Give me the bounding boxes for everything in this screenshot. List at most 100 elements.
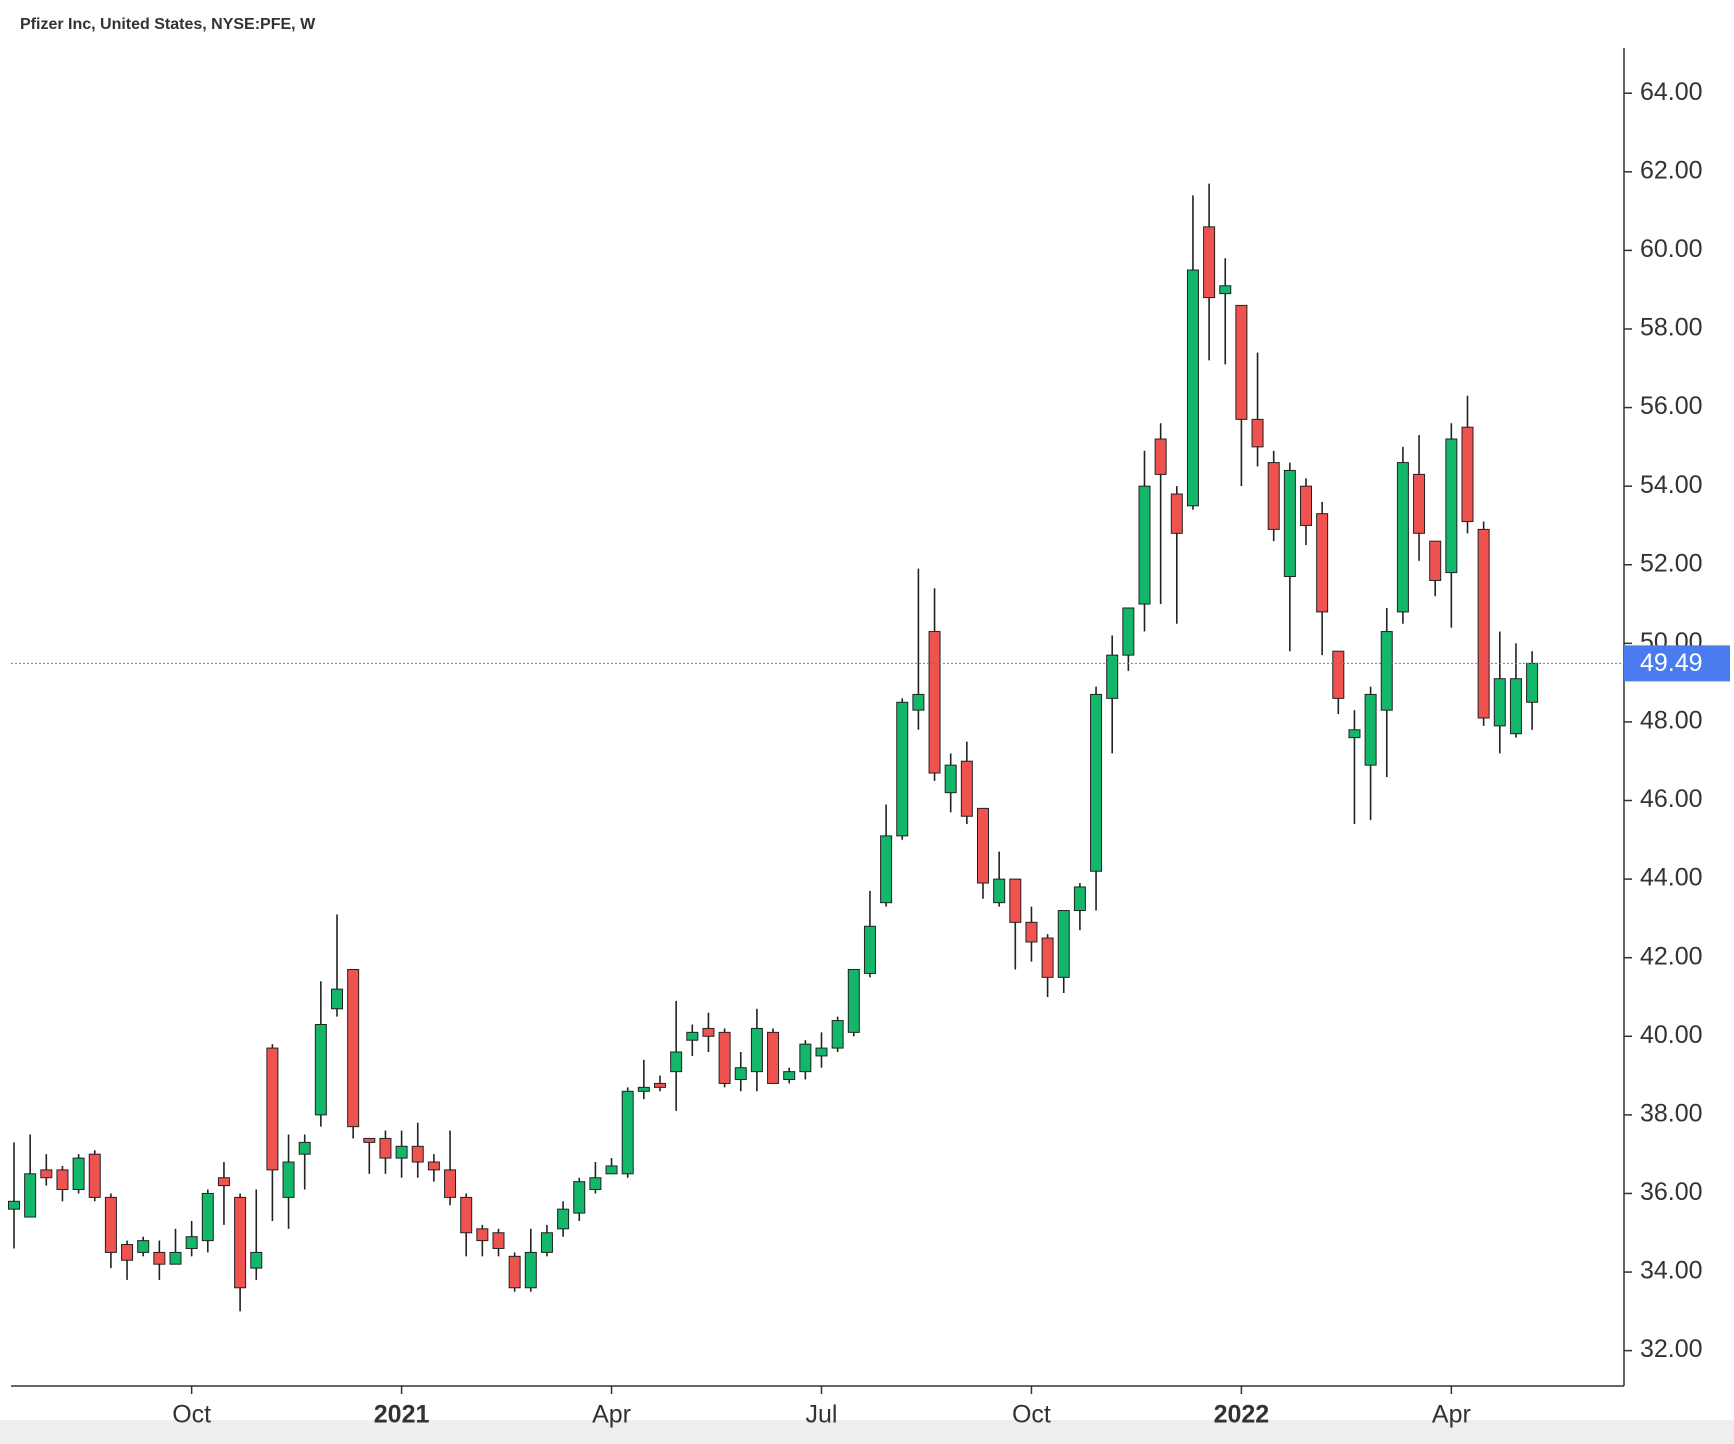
candle-body [40, 1169, 53, 1179]
y-tick-label: 64.00 [1640, 78, 1703, 106]
candle-body [1429, 540, 1442, 581]
candle-body [427, 1161, 440, 1171]
y-tick-label: 42.00 [1640, 942, 1703, 970]
candle-body [1235, 304, 1248, 420]
candle-body [880, 835, 893, 904]
candle-body [1154, 438, 1167, 475]
y-tick-label: 40.00 [1640, 1021, 1703, 1049]
candle-body [718, 1031, 731, 1084]
candle-body [476, 1228, 489, 1242]
candle-body [1283, 469, 1296, 578]
candle-body [363, 1137, 376, 1143]
candle-body [314, 1023, 327, 1116]
y-tick-label: 48.00 [1640, 707, 1703, 735]
candle-body [1009, 878, 1022, 923]
candle-body [444, 1169, 457, 1198]
chart-title: Pfizer Inc, United States, NYSE:PFE, W [20, 16, 316, 33]
candle-body [815, 1047, 828, 1057]
candle-body [896, 701, 909, 837]
x-tick-label: Apr [1432, 1401, 1471, 1429]
candle-body [1364, 693, 1377, 766]
candle-body [1025, 921, 1038, 943]
candle-body [379, 1137, 392, 1159]
candle-body [395, 1145, 408, 1159]
candle-body [1090, 693, 1103, 872]
candle-body [24, 1173, 37, 1218]
y-tick-label: 54.00 [1640, 471, 1703, 499]
candle-body [960, 760, 973, 817]
candle-body [1493, 678, 1506, 727]
candle-body [670, 1051, 683, 1073]
candle-body [863, 925, 876, 974]
candle-body [847, 968, 860, 1033]
candle-body [508, 1255, 521, 1289]
candle-body [298, 1141, 311, 1155]
candle-body [540, 1232, 553, 1253]
candle-body [1122, 607, 1135, 656]
candle-body [831, 1020, 844, 1049]
candle-body [1509, 678, 1522, 735]
candle-body [1219, 285, 1232, 295]
candle-body [621, 1090, 634, 1175]
candle-body [1332, 650, 1345, 699]
candle-body [1380, 631, 1393, 711]
candle-body [411, 1145, 424, 1163]
candle-body [88, 1153, 101, 1198]
candle-body [1445, 438, 1458, 574]
candle-body [460, 1196, 473, 1234]
candle-body [654, 1082, 666, 1088]
candle-body [928, 631, 941, 774]
candle-body [944, 764, 957, 794]
candle-body [977, 807, 989, 884]
candle-body [799, 1043, 812, 1073]
candle-body [637, 1086, 650, 1092]
x-tick-label: Oct [172, 1401, 211, 1429]
candle-body [1251, 418, 1264, 448]
candle-body [169, 1251, 182, 1265]
y-tick-label: 60.00 [1640, 235, 1703, 263]
candle-body [1461, 426, 1474, 523]
candle-body [1316, 513, 1329, 613]
candle-body [734, 1067, 747, 1081]
y-tick-label: 62.00 [1640, 156, 1703, 184]
candle-body [8, 1200, 20, 1210]
candle-body [1041, 937, 1054, 978]
last-price-label: 49.49 [1640, 649, 1703, 677]
y-tick-label: 38.00 [1640, 1099, 1703, 1127]
candle-body [72, 1157, 85, 1191]
candle-body [686, 1031, 699, 1041]
candle-body [250, 1251, 263, 1269]
y-tick-label: 44.00 [1640, 864, 1703, 892]
x-tick-label: 2022 [1214, 1401, 1270, 1429]
candle-body [1106, 654, 1119, 699]
candle-body [1477, 528, 1490, 719]
y-tick-label: 32.00 [1640, 1335, 1703, 1363]
candle-body [217, 1177, 230, 1187]
candle-body [234, 1196, 247, 1289]
bottom-bar [0, 1420, 1734, 1444]
candle-body [750, 1027, 763, 1073]
y-tick-label: 36.00 [1640, 1178, 1703, 1206]
y-tick-label: 52.00 [1640, 549, 1703, 577]
candle-body [331, 988, 343, 1010]
candle-body [1073, 886, 1086, 912]
candle-body [185, 1236, 198, 1249]
candle-body [1267, 462, 1280, 530]
candle-body [121, 1244, 134, 1261]
candle-body [282, 1161, 295, 1198]
candle-body [783, 1071, 796, 1081]
y-tick-label: 46.00 [1640, 785, 1703, 813]
candle-body [1300, 485, 1312, 526]
candle-body [56, 1169, 69, 1191]
y-tick-label: 56.00 [1640, 392, 1703, 420]
candle-body [1348, 729, 1361, 739]
x-tick-label: 2021 [374, 1401, 430, 1429]
candle-body [1396, 462, 1409, 613]
x-tick-label: Jul [806, 1401, 838, 1429]
candle-body [573, 1181, 586, 1214]
candle-body [1186, 269, 1199, 507]
x-tick-label: Oct [1012, 1401, 1051, 1429]
x-tick-label: Apr [592, 1401, 631, 1429]
